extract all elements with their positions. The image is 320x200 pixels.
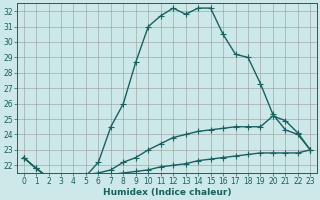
X-axis label: Humidex (Indice chaleur): Humidex (Indice chaleur): [103, 188, 231, 197]
